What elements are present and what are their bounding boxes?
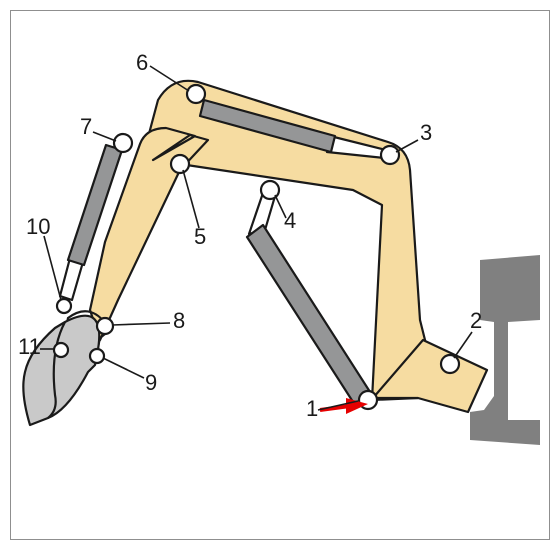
label-6: 6 [136,50,148,75]
excavator-diagram: 1 2 3 4 5 6 7 8 9 10 11 [0,0,560,560]
leader-5 [183,170,199,228]
leader-2 [454,332,472,358]
boom-cylinder [247,225,372,405]
label-4: 4 [284,208,296,233]
label-5: 5 [194,224,206,249]
cab-silhouette [470,255,540,445]
leader-8 [112,323,170,325]
label-11: 11 [18,334,41,359]
label-1: 1 [306,396,318,421]
joint-5 [171,155,189,173]
joint-9 [90,349,104,363]
label-2: 2 [470,308,482,333]
joint-8 [97,318,113,334]
leader-7 [93,132,116,141]
leader-3 [396,140,418,152]
joint-10 [57,299,71,313]
leader-10 [44,236,61,300]
label-3: 3 [420,120,432,145]
joint-3 [381,146,399,164]
label-8: 8 [173,308,185,333]
joint-11 [54,343,68,357]
joint-6 [187,85,205,103]
leader-9 [103,358,144,378]
joint-7 [114,134,132,152]
joint-2 [441,355,459,373]
label-10: 10 [26,214,50,239]
label-9: 9 [145,370,157,395]
label-7: 7 [80,114,92,139]
